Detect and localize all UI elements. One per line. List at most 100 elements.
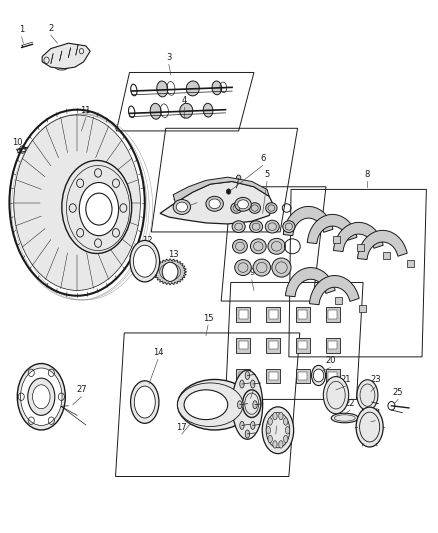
- Text: 11: 11: [81, 106, 91, 115]
- Ellipse shape: [279, 413, 283, 420]
- Bar: [325, 307, 339, 322]
- Text: 5: 5: [265, 170, 270, 179]
- Bar: [296, 368, 310, 383]
- Bar: [237, 338, 251, 353]
- Ellipse shape: [150, 103, 161, 119]
- Ellipse shape: [131, 381, 159, 423]
- Ellipse shape: [245, 430, 250, 438]
- Bar: [357, 244, 364, 251]
- Text: 14: 14: [152, 348, 163, 357]
- Ellipse shape: [177, 383, 243, 426]
- Ellipse shape: [250, 221, 263, 232]
- Ellipse shape: [17, 364, 65, 430]
- Text: 3: 3: [166, 53, 172, 62]
- Bar: [359, 305, 366, 312]
- Ellipse shape: [21, 368, 62, 425]
- Ellipse shape: [357, 379, 378, 410]
- Text: 12: 12: [142, 237, 152, 246]
- Ellipse shape: [186, 81, 199, 96]
- Ellipse shape: [266, 203, 277, 213]
- Ellipse shape: [356, 407, 383, 447]
- Ellipse shape: [130, 240, 159, 282]
- Bar: [328, 341, 337, 350]
- Ellipse shape: [240, 380, 244, 388]
- Bar: [325, 338, 339, 353]
- Ellipse shape: [157, 81, 168, 97]
- Polygon shape: [173, 177, 269, 203]
- Text: 10: 10: [12, 138, 22, 147]
- Text: 1: 1: [19, 26, 24, 35]
- Bar: [296, 338, 310, 353]
- Ellipse shape: [67, 165, 130, 251]
- Bar: [298, 310, 307, 319]
- Bar: [335, 297, 342, 304]
- Ellipse shape: [268, 238, 286, 254]
- Ellipse shape: [253, 259, 271, 276]
- Ellipse shape: [253, 401, 257, 409]
- Text: 24: 24: [370, 409, 381, 418]
- Ellipse shape: [286, 426, 290, 434]
- Wedge shape: [286, 268, 335, 297]
- Ellipse shape: [283, 418, 288, 425]
- Text: 7: 7: [173, 199, 178, 208]
- Ellipse shape: [32, 385, 50, 409]
- Circle shape: [237, 175, 241, 180]
- Wedge shape: [333, 222, 383, 252]
- Text: 8: 8: [365, 170, 370, 179]
- Ellipse shape: [62, 160, 132, 254]
- Ellipse shape: [283, 221, 295, 232]
- Text: 25: 25: [393, 388, 403, 397]
- Ellipse shape: [134, 386, 155, 418]
- Ellipse shape: [251, 380, 255, 388]
- Bar: [266, 307, 280, 322]
- Text: 2: 2: [48, 24, 53, 33]
- Ellipse shape: [311, 366, 325, 385]
- Circle shape: [226, 189, 231, 194]
- Ellipse shape: [79, 182, 119, 236]
- Text: 4: 4: [181, 95, 187, 104]
- Ellipse shape: [262, 407, 293, 454]
- Ellipse shape: [238, 200, 248, 209]
- Ellipse shape: [180, 103, 193, 118]
- Bar: [328, 310, 337, 319]
- Ellipse shape: [134, 245, 156, 277]
- Ellipse shape: [212, 81, 222, 95]
- Wedge shape: [357, 230, 407, 260]
- Ellipse shape: [231, 203, 242, 213]
- Text: 22: 22: [345, 399, 355, 408]
- Ellipse shape: [232, 221, 245, 232]
- Polygon shape: [160, 181, 274, 224]
- Polygon shape: [153, 259, 187, 285]
- Bar: [332, 236, 339, 243]
- Ellipse shape: [176, 202, 187, 212]
- Ellipse shape: [268, 418, 272, 425]
- Ellipse shape: [279, 441, 283, 448]
- Ellipse shape: [240, 422, 244, 430]
- Ellipse shape: [233, 239, 247, 253]
- Bar: [383, 252, 390, 259]
- Text: 26: 26: [36, 367, 46, 376]
- Bar: [269, 341, 278, 350]
- Ellipse shape: [268, 435, 272, 443]
- Bar: [237, 307, 251, 322]
- Ellipse shape: [177, 379, 252, 430]
- Ellipse shape: [265, 220, 279, 233]
- Text: 18: 18: [248, 380, 258, 389]
- Ellipse shape: [272, 258, 291, 277]
- Ellipse shape: [14, 115, 141, 290]
- Bar: [239, 341, 248, 350]
- Ellipse shape: [235, 260, 251, 276]
- Bar: [325, 368, 339, 383]
- Ellipse shape: [251, 422, 255, 430]
- Text: 21: 21: [340, 375, 351, 384]
- Bar: [298, 372, 307, 380]
- Text: 20: 20: [325, 356, 336, 365]
- Ellipse shape: [184, 390, 228, 419]
- Wedge shape: [307, 214, 357, 244]
- Text: 19: 19: [271, 423, 281, 432]
- Bar: [328, 372, 337, 380]
- Bar: [239, 372, 248, 380]
- Text: 27: 27: [76, 385, 87, 394]
- Text: 15: 15: [203, 313, 213, 322]
- Ellipse shape: [249, 203, 261, 213]
